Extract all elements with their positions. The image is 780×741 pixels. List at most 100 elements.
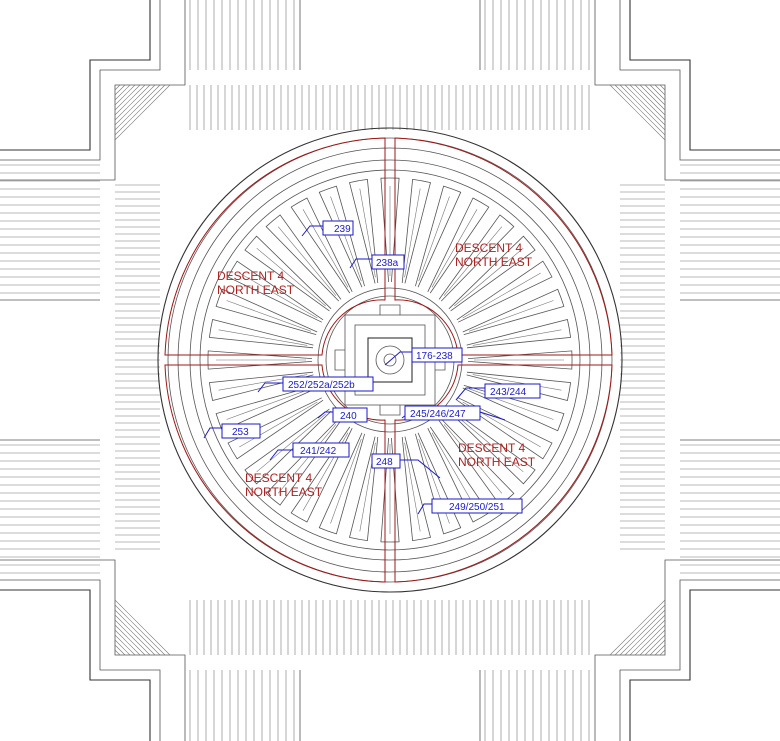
zone-outline-ne [394, 137, 613, 356]
svg-text:245/246/247: 245/246/247 [410, 409, 466, 420]
svg-text:243/244: 243/244 [490, 387, 527, 398]
zone-label-se-line1: DESCENT 4 [458, 441, 525, 455]
hatch-line [114, 599, 171, 656]
rib-centerline [226, 388, 312, 420]
hatch-line [649, 84, 666, 101]
hatch-line [609, 599, 666, 656]
rib [265, 214, 342, 302]
hatch-line [634, 624, 666, 656]
hatch-line [114, 609, 161, 656]
rib-centerline [431, 432, 478, 511]
hatch-line [619, 84, 666, 131]
rib [401, 436, 431, 542]
rib [427, 197, 490, 294]
rib [318, 432, 365, 535]
rib-centerline [218, 329, 308, 346]
rib [349, 436, 379, 542]
hatch-line [629, 619, 666, 656]
hatch-line [114, 639, 131, 656]
rib [415, 185, 462, 288]
rib-centerline [468, 300, 554, 332]
zone-labels: DESCENT 4 NORTH EAST DESCENT 4 NORTH EAS… [217, 241, 536, 499]
rib-centerline [468, 388, 554, 420]
rib-centerline [431, 209, 478, 288]
tag-238a[interactable]: 238a [371, 254, 405, 270]
hatch-line [114, 644, 126, 656]
rib-centerline [472, 374, 562, 391]
hatch-line [659, 84, 666, 91]
rib [244, 408, 332, 485]
tag-245-246-247[interactable]: 245/246/247 [404, 405, 481, 421]
hatch-line [649, 639, 666, 656]
rib-centerline [330, 438, 362, 524]
svg-text:253: 253 [232, 427, 249, 438]
rib-centerline [404, 188, 421, 278]
tag-243-244[interactable]: 243/244 [484, 383, 541, 399]
zone-outline-se [394, 364, 613, 583]
hatch-line [114, 84, 141, 111]
rib [208, 319, 314, 349]
hatch-line [114, 84, 156, 126]
rib [380, 437, 400, 543]
rib [467, 350, 573, 370]
hatch-line [114, 634, 136, 656]
hatch-line [114, 624, 146, 656]
hatch-line [659, 649, 666, 656]
rib [227, 260, 324, 323]
hatch-line [614, 604, 666, 656]
svg-text:238a: 238a [376, 258, 399, 269]
rib [380, 177, 400, 283]
hatch-line [654, 644, 666, 656]
rib [227, 397, 324, 460]
rib-centerline [239, 272, 318, 319]
tag-248[interactable]: 248 [371, 453, 401, 469]
zone-label-ne-line1: DESCENT 4 [455, 241, 522, 255]
tag-241-242[interactable]: 241/242 [292, 442, 350, 458]
rib [448, 235, 536, 312]
zone-label-nw-line2: NORTH EAST [217, 283, 295, 297]
rib [318, 185, 365, 288]
hatch-line [619, 609, 666, 656]
hatch-line [624, 84, 666, 126]
svg-text:252/252a/252b: 252/252a/252b [288, 380, 355, 391]
tag-239[interactable]: 239 [322, 220, 354, 236]
hatch-line [644, 634, 666, 656]
hatch-line [114, 604, 166, 656]
tag-252-252a-252b[interactable]: 252/252a/252b [282, 376, 374, 392]
rib [401, 178, 431, 284]
tag-240[interactable]: 240 [332, 407, 368, 423]
tag-176-238[interactable]: 176-238 [411, 347, 463, 363]
rib-centerline [418, 196, 450, 282]
zone-label-sw-line1: DESCENT 4 [245, 471, 312, 485]
hatch-line [114, 84, 171, 141]
hatch-line [114, 84, 126, 96]
rib [244, 235, 332, 312]
hatch-line [614, 84, 666, 136]
rib [208, 371, 314, 401]
tag-249-250-251[interactable]: 249/250/251 [431, 498, 523, 514]
hatch-line [634, 84, 666, 116]
rib [265, 418, 342, 506]
rib-centerline [472, 329, 562, 346]
rib [290, 426, 353, 523]
rib [290, 197, 353, 294]
hatch-line [114, 84, 151, 121]
svg-text:239: 239 [334, 224, 351, 235]
hatch-line [114, 619, 151, 656]
hatch-line [639, 629, 666, 656]
rib-centerline [277, 226, 337, 296]
hatch-line [114, 649, 121, 656]
zone-label-sw-line2: NORTH EAST [245, 485, 323, 499]
hatch-line [114, 84, 136, 106]
hatch-line [114, 629, 141, 656]
rib [448, 408, 536, 485]
drawing-tags: 239 238a 176-238 252/252a/252b 243/244 2… [221, 220, 541, 514]
rib [438, 214, 515, 302]
rib-centerline [404, 442, 421, 532]
tag-253[interactable]: 253 [221, 423, 261, 439]
rib [466, 319, 572, 349]
zone-label-se-line2: NORTH EAST [458, 455, 536, 469]
svg-text:240: 240 [340, 411, 357, 422]
